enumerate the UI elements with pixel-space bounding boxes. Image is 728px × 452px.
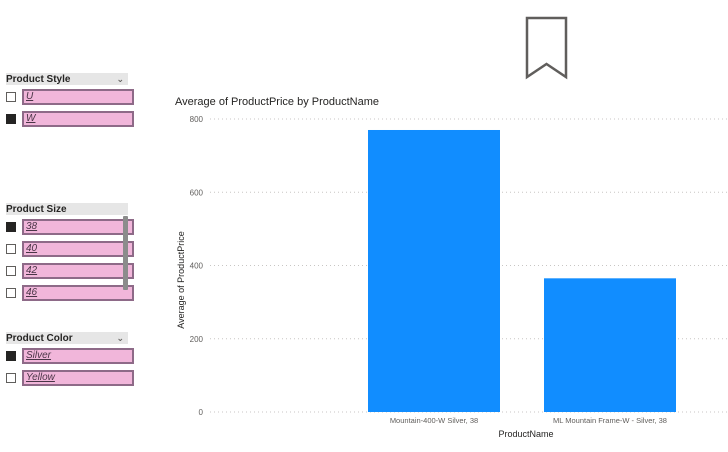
checkbox[interactable]: [6, 244, 16, 254]
slicer-title: Product Style: [6, 73, 71, 85]
checkbox[interactable]: [6, 351, 16, 361]
slicer-item-label[interactable]: W: [22, 111, 134, 127]
slicer-item[interactable]: W: [6, 111, 134, 128]
slicer-title: Product Size: [6, 203, 67, 215]
x-tick-labels: Mountain-400-W Silver, 38 ML Mountain Fra…: [390, 416, 667, 425]
checkbox[interactable]: [6, 222, 16, 232]
checkbox[interactable]: [6, 114, 16, 124]
bars: [368, 129, 676, 413]
slicer-header: Product Color ⌄: [6, 332, 128, 344]
slicer-header: Product Size: [6, 203, 128, 215]
slicer-title: Product Color: [6, 332, 73, 344]
slicer-item[interactable]: U: [6, 89, 134, 106]
slicer-item[interactable]: 42: [6, 263, 134, 280]
product-style-slicer: Product Style ⌄ U W: [6, 73, 134, 128]
slicer-item[interactable]: 46: [6, 285, 134, 302]
y-tick-labels: 0 200 400 600 800: [190, 115, 204, 417]
y-tick-label: 800: [190, 115, 204, 124]
slicer-header: Product Style ⌄: [6, 73, 128, 85]
slicer-item[interactable]: 40: [6, 241, 134, 258]
slicer-item[interactable]: Yellow: [6, 370, 134, 387]
y-tick-label: 0: [199, 408, 204, 417]
y-tick-label: 400: [190, 262, 204, 271]
chart-title: Average of ProductPrice by ProductName: [175, 96, 380, 108]
slicer-item-label[interactable]: U: [22, 89, 134, 105]
checkbox[interactable]: [6, 288, 16, 298]
checkbox[interactable]: [6, 373, 16, 383]
chevron-down-icon[interactable]: ⌄: [116, 333, 124, 343]
bar[interactable]: [368, 129, 500, 413]
bar[interactable]: [544, 278, 676, 412]
slicer-item-label[interactable]: Silver: [22, 348, 134, 364]
checkbox[interactable]: [6, 92, 16, 102]
product-size-slicer: Product Size 38 40 42 46: [6, 203, 134, 302]
x-tick-label: ML Mountain Frame-W - Silver, 38: [553, 416, 667, 425]
x-tick-label: Mountain-400-W Silver, 38: [390, 416, 478, 425]
chevron-down-icon[interactable]: ⌄: [116, 74, 124, 84]
slicer-item-label[interactable]: 46: [22, 285, 134, 301]
slicer-item-label[interactable]: 38: [22, 219, 134, 235]
product-color-slicer: Product Color ⌄ Silver Yellow: [6, 332, 134, 387]
slicer-item[interactable]: Silver: [6, 348, 134, 365]
scrollbar[interactable]: [123, 216, 128, 290]
checkbox[interactable]: [6, 266, 16, 276]
bookmark-icon[interactable]: [525, 16, 569, 80]
x-axis-label: ProductName: [498, 429, 553, 439]
slicer-item[interactable]: 38: [6, 219, 134, 236]
slicer-item-label[interactable]: 42: [22, 263, 134, 279]
y-tick-label: 200: [190, 335, 204, 344]
slicer-item-label[interactable]: Yellow: [22, 370, 134, 386]
slicer-item-label[interactable]: 40: [22, 241, 134, 257]
y-axis-label: Average of ProductPrice: [176, 231, 186, 328]
y-tick-label: 600: [190, 188, 204, 197]
